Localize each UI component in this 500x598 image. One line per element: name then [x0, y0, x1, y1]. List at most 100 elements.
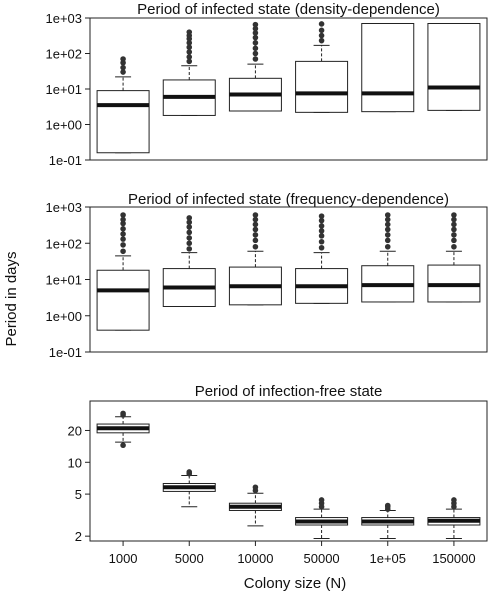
y-tick-label: 1e+01: [45, 82, 82, 97]
outlier-point: [252, 221, 259, 228]
chart-panel-1: Period of infected state (density-depend…: [45, 1, 488, 168]
box-body: [361, 22, 415, 113]
panel-title: Period of infected state (density-depend…: [137, 1, 440, 18]
outlier-point: [252, 226, 259, 233]
chart-panel-3: Period of infection-free state 2 5 10 20 1000…: [68, 383, 488, 566]
outlier-point: [120, 442, 126, 449]
y-tick-label: 1e+00: [45, 309, 82, 324]
x-tick-label: 10000: [237, 551, 273, 566]
outlier-point: [451, 243, 457, 250]
box-5000: [162, 215, 216, 307]
outlier-point: [252, 45, 259, 52]
outlier-point: [252, 40, 259, 46]
outlier-point: [252, 243, 259, 250]
x-tick-label: 150000: [432, 551, 475, 566]
plot-frame: [89, 400, 488, 542]
outlier-point: [384, 226, 391, 233]
chart-panel-2: Period of infected state (frequency-depe…: [45, 191, 488, 360]
outlier-point: [451, 221, 457, 228]
outlier-point: [252, 212, 259, 218]
y-tick-label: 10: [68, 455, 82, 470]
outlier-point: [120, 231, 126, 237]
outlier-point: [120, 410, 126, 417]
outlier-point: [318, 27, 325, 34]
outlier-point: [120, 226, 126, 232]
outlier-point: [186, 240, 193, 247]
box-50000: [295, 21, 349, 113]
outlier-point: [186, 54, 193, 60]
outlier-point: [252, 50, 259, 57]
box-body: [96, 90, 150, 154]
outlier-point: [252, 484, 259, 491]
outlier-point: [252, 56, 259, 62]
box-1e+05: [361, 212, 415, 303]
x-tick-label: 5000: [175, 551, 204, 566]
outlier-point: [252, 34, 259, 41]
y-tick-label: 1e+03: [45, 200, 82, 215]
y-tick-label: 1e+03: [45, 11, 82, 26]
y-tick-label: 5: [75, 487, 82, 502]
outlier-point: [318, 32, 325, 39]
box-1000: [96, 410, 150, 449]
outlier-point: [120, 56, 126, 62]
box-10000: [228, 212, 282, 306]
y-tick-label: 1e+01: [45, 273, 82, 288]
outlier-point: [186, 235, 193, 241]
box-150000: [427, 212, 481, 303]
outlier-point: [318, 244, 325, 251]
box-5000: [162, 29, 216, 116]
box-10000: [228, 484, 282, 527]
y-tick-label: 1e-01: [49, 153, 82, 168]
outlier-point: [120, 216, 126, 223]
outlier-point: [186, 49, 193, 55]
outlier-point: [186, 224, 193, 230]
outlier-point: [186, 29, 193, 35]
box-5000: [162, 469, 216, 508]
outlier-point: [318, 228, 325, 234]
outlier-point: [384, 502, 391, 509]
outlier-point: [451, 237, 457, 244]
outlier-point: [318, 497, 325, 503]
box-50000: [295, 497, 349, 540]
outlier-point: [318, 238, 325, 245]
outlier-point: [252, 237, 259, 244]
panel-title: Period of infected state (frequency-depe…: [128, 191, 449, 208]
y-tick-label: 1e+02: [45, 236, 82, 251]
x-axis-label: Colony size (N): [244, 575, 347, 592]
y-tick-label: 1e-01: [49, 345, 82, 360]
outlier-point: [384, 221, 391, 228]
outlier-point: [120, 242, 126, 248]
outlier-point: [384, 237, 391, 244]
box-1e+05: [361, 502, 415, 540]
box-1000: [96, 56, 150, 154]
box-150000: [427, 497, 481, 540]
y-tick-label: 20: [68, 423, 82, 438]
outlier-point: [120, 69, 126, 75]
x-tick-label: 1000: [109, 551, 138, 566]
outlier-point: [451, 232, 457, 238]
outlier-point: [186, 469, 193, 475]
outlier-point: [186, 215, 193, 221]
outlier-point: [120, 236, 126, 242]
outlier-point: [252, 21, 259, 28]
outlier-point: [384, 212, 391, 218]
box-1000: [96, 212, 150, 331]
outlier-point: [451, 212, 457, 218]
outlier-point: [186, 246, 193, 252]
outlier-point: [318, 37, 325, 44]
outlier-point: [120, 248, 126, 255]
outlier-point: [318, 213, 325, 219]
outlier-point: [318, 21, 325, 27]
box-body: [96, 269, 150, 331]
outlier-point: [252, 216, 259, 223]
outlier-point: [384, 216, 391, 223]
box-body: [427, 22, 481, 111]
outlier-point: [186, 44, 193, 51]
panel-title: Period of infection-free state: [195, 383, 383, 400]
y-axis-label: Period in days: [3, 251, 20, 346]
box-150000: [427, 22, 481, 111]
outlier-point: [318, 233, 325, 239]
box-10000: [228, 21, 282, 112]
y-tick-label: 1e+00: [45, 118, 82, 133]
